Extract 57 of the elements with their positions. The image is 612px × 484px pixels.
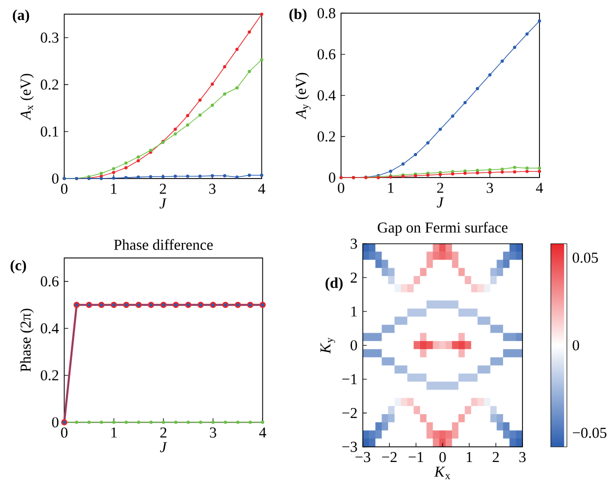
text: (c) <box>10 260 26 274</box>
x-tick-label: 1 <box>388 182 394 193</box>
x-tick-label: 1 <box>111 184 116 194</box>
y-tick-label: 3 <box>350 238 357 249</box>
x-tick-label: 0 <box>61 427 68 438</box>
color-bar-label: 0.05 <box>572 252 598 263</box>
y-tick-label: 0.4 <box>40 323 59 334</box>
x-tick-label: 1 <box>111 427 117 438</box>
y-axis-title: K$_{y}$ <box>320 338 336 354</box>
y-tick-label: 0.4 <box>318 90 336 100</box>
x-tick-label: 2 <box>160 184 166 194</box>
x-axis-title: J <box>436 197 444 208</box>
y-tick-label: 0.2 <box>318 131 336 142</box>
x-axis-title: J <box>160 442 168 452</box>
y-tick-label: 0.2 <box>40 370 58 380</box>
y-axis-title: Phase (2π) <box>20 308 34 372</box>
y-tick-label: 0.2 <box>40 79 58 90</box>
x-tick-label: 1 <box>466 452 472 462</box>
x-tick-label: 3 <box>486 182 494 193</box>
chart-title: Phase difference <box>114 239 213 250</box>
y-tick-label: 0.8 <box>318 8 336 18</box>
x-tick-label: 3 <box>209 184 216 194</box>
x-tick-label: 3 <box>210 427 216 438</box>
x-axis-title: K$_{x}$ <box>434 466 450 480</box>
color-bar-label: −0.05 <box>572 428 606 438</box>
x-tick-label: −2 <box>382 452 397 462</box>
x-tick-label: 2 <box>437 182 444 193</box>
y-axis-title: A$_{x}$ (eV) <box>20 74 34 120</box>
color-bar-label: 0 <box>572 340 580 350</box>
text: (a) <box>12 9 30 24</box>
x-tick-label: 2 <box>160 427 166 438</box>
y-tick-label: 0.6 <box>40 276 59 286</box>
y-tick-label: 1 <box>351 306 357 316</box>
x-tick-label: −1 <box>408 452 424 462</box>
y-tick-label: 0 <box>328 172 336 183</box>
y-tick-label: 0.1 <box>40 126 58 137</box>
y-tick-label: 0 <box>350 340 358 350</box>
chart-title: Gap on Fermi surface <box>378 222 508 236</box>
y-axis-title: A$_{y}$ (eV) <box>295 72 311 120</box>
y-tick-label: −2 <box>342 408 357 418</box>
x-axis-title: J <box>160 198 167 208</box>
x-tick-label: 0 <box>61 184 68 194</box>
y-tick-label: 2 <box>350 272 357 283</box>
y-tick-label: 0.6 <box>318 49 336 60</box>
text: (d) <box>326 277 343 291</box>
x-tick-label: 4 <box>258 184 266 194</box>
y-tick-label: 0 <box>52 417 58 428</box>
x-tick-label: 4 <box>259 427 266 438</box>
y-tick-label: −1 <box>342 374 357 384</box>
x-tick-label: 3 <box>519 452 526 462</box>
y-tick-label: −3 <box>342 442 357 452</box>
x-tick-label: 0 <box>439 452 446 462</box>
x-tick-label: 4 <box>536 182 543 193</box>
x-tick-label: 2 <box>492 452 499 462</box>
y-tick-label: 0 <box>52 173 58 184</box>
y-tick-label: 0.3 <box>40 32 58 43</box>
text: (b) <box>289 8 306 22</box>
